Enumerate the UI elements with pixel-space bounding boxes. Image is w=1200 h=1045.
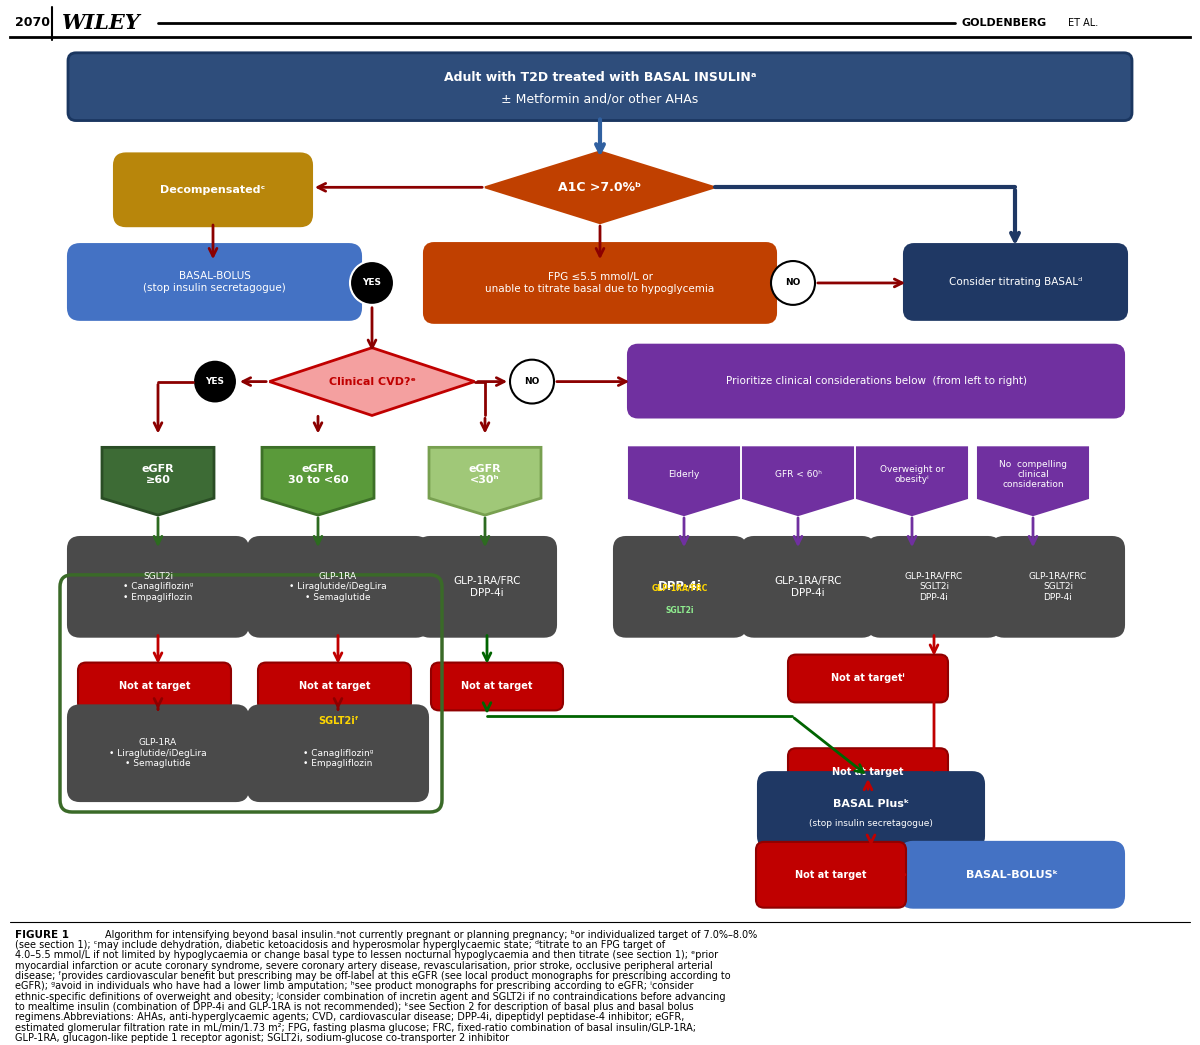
Polygon shape (743, 447, 853, 515)
Text: eGFR
<30ʰ: eGFR <30ʰ (469, 464, 502, 485)
Text: ethnic-specific definitions of overweight and obesity; ʲconsider combination of : ethnic-specific definitions of overweigh… (14, 992, 726, 1002)
Text: 4.0–5.5 mmol/L if not limited by hypoglycaemia or change basal type to lessen no: 4.0–5.5 mmol/L if not limited by hypogly… (14, 950, 718, 960)
Polygon shape (428, 447, 541, 515)
Text: BASAL-BOLUSᵏ: BASAL-BOLUSᵏ (966, 869, 1058, 880)
Text: DPP-4i: DPP-4i (658, 580, 702, 594)
FancyBboxPatch shape (904, 245, 1127, 320)
FancyBboxPatch shape (901, 842, 1124, 908)
Text: SGLT2iᶠ: SGLT2iᶠ (318, 716, 358, 726)
Text: GLP-1RA/FRC
DPP-4i: GLP-1RA/FRC DPP-4i (774, 576, 841, 598)
Polygon shape (485, 152, 715, 224)
FancyBboxPatch shape (114, 154, 312, 226)
Text: (see section 1); ᶜmay include dehydration, diabetic ketoacidosis and hyperosmola: (see section 1); ᶜmay include dehydratio… (14, 939, 665, 950)
FancyBboxPatch shape (628, 345, 1124, 417)
Text: NO: NO (524, 377, 540, 386)
Text: Elderly: Elderly (668, 470, 700, 479)
Text: BASAL Plusᵏ: BASAL Plusᵏ (833, 799, 910, 809)
FancyBboxPatch shape (788, 748, 948, 796)
Text: GLP-1RA/FRC
SGLT2i
DPP-4i: GLP-1RA/FRC SGLT2i DPP-4i (1028, 572, 1087, 602)
Text: No  compelling
clinical
consideration: No compelling clinical consideration (998, 460, 1067, 489)
Text: GLP-1RA, glucagon-like peptide 1 receptor agonist; SGLT2i, sodium-glucose co-tra: GLP-1RA, glucagon-like peptide 1 recepto… (14, 1034, 509, 1043)
Text: A1C >7.0%ᵇ: A1C >7.0%ᵇ (558, 181, 642, 193)
Text: Not at target: Not at target (461, 681, 533, 692)
Text: Not at target: Not at target (299, 681, 371, 692)
Text: 2070: 2070 (14, 17, 50, 29)
FancyBboxPatch shape (248, 705, 428, 802)
Text: GOLDENBERG: GOLDENBERG (962, 18, 1048, 28)
Polygon shape (629, 447, 739, 515)
Text: • Canagliflozinᵍ
• Empagliflozin: • Canagliflozinᵍ • Empagliflozin (302, 739, 373, 768)
Text: ± Metformin and/or other AHAs: ± Metformin and/or other AHAs (502, 92, 698, 106)
Text: GFR < 60ʰ: GFR < 60ʰ (774, 470, 822, 479)
Polygon shape (270, 348, 474, 416)
FancyBboxPatch shape (68, 53, 1132, 120)
Text: GLP-1RA/FRC: GLP-1RA/FRC (652, 583, 708, 593)
Text: Decompensatedᶜ: Decompensatedᶜ (161, 185, 265, 194)
Text: Consider titrating BASALᵈ: Consider titrating BASALᵈ (949, 277, 1082, 287)
Text: myocardial infarction or acute coronary syndrome, severe coronary artery disease: myocardial infarction or acute coronary … (14, 960, 713, 971)
Circle shape (772, 261, 815, 305)
FancyBboxPatch shape (992, 537, 1124, 636)
Text: GLP-1RA/FRC
SGLT2i
DPP-4i: GLP-1RA/FRC SGLT2i DPP-4i (905, 572, 964, 602)
Polygon shape (857, 447, 967, 515)
FancyBboxPatch shape (68, 537, 248, 636)
Text: SGLT2i: SGLT2i (666, 606, 695, 616)
Polygon shape (262, 447, 374, 515)
Text: ET AL.: ET AL. (1068, 18, 1098, 28)
Text: eGFR
≥60: eGFR ≥60 (142, 464, 174, 485)
Text: estimated glomerular filtration rate in mL/min/1.73 m²; FPG, fasting plasma gluc: estimated glomerular filtration rate in … (14, 1023, 696, 1032)
Text: YES: YES (362, 278, 382, 287)
FancyBboxPatch shape (248, 537, 428, 636)
Text: Overweight or
obesityⁱ: Overweight or obesityⁱ (880, 465, 944, 484)
Circle shape (510, 359, 554, 403)
Text: FPG ≤5.5 mmol/L or
unable to titrate basal due to hypoglycemia: FPG ≤5.5 mmol/L or unable to titrate bas… (485, 272, 715, 294)
Text: NO: NO (785, 278, 800, 287)
Text: (stop insulin secretagogue): (stop insulin secretagogue) (809, 819, 932, 829)
FancyBboxPatch shape (614, 537, 746, 636)
Text: FIGURE 1: FIGURE 1 (14, 930, 70, 939)
Text: Prioritize clinical considerations below  (from left to right): Prioritize clinical considerations below… (726, 376, 1026, 386)
FancyBboxPatch shape (788, 654, 948, 702)
FancyBboxPatch shape (424, 243, 776, 323)
Polygon shape (978, 447, 1088, 515)
Text: GLP-1RA
• Liraglutide/iDegLira
• Semaglutide: GLP-1RA • Liraglutide/iDegLira • Semaglu… (289, 572, 386, 602)
Text: GLP-1RA/FRC
DPP-4i: GLP-1RA/FRC DPP-4i (454, 576, 521, 598)
Text: BASAL-BOLUS
(stop insulin secretagogue): BASAL-BOLUS (stop insulin secretagogue) (143, 271, 286, 293)
Text: WILEY: WILEY (62, 13, 140, 32)
FancyBboxPatch shape (68, 245, 361, 320)
FancyBboxPatch shape (868, 537, 1000, 636)
Text: to mealtime insulin (combination of DPP-4i and GLP-1RA is not recommended); ᵏsee: to mealtime insulin (combination of DPP-… (14, 1002, 694, 1013)
Text: YES: YES (205, 377, 224, 386)
Text: eGFR); ᵍavoid in individuals who have had a lower limb amputation; ʰsee product : eGFR); ᵍavoid in individuals who have ha… (14, 981, 694, 992)
Circle shape (350, 261, 394, 305)
FancyBboxPatch shape (78, 663, 230, 711)
Text: SGLT2i
• Canagliflozinᵍ
• Empagliflozin: SGLT2i • Canagliflozinᵍ • Empagliflozin (122, 572, 193, 602)
Polygon shape (102, 447, 214, 515)
FancyBboxPatch shape (68, 705, 248, 802)
FancyBboxPatch shape (418, 537, 556, 636)
FancyBboxPatch shape (742, 537, 874, 636)
Text: Clinical CVD?ᵉ: Clinical CVD?ᵉ (329, 376, 415, 387)
FancyBboxPatch shape (758, 772, 984, 847)
FancyBboxPatch shape (258, 663, 412, 711)
Text: disease; ᶠprovides cardiovascular benefit but prescribing may be off-label at th: disease; ᶠprovides cardiovascular benefi… (14, 971, 731, 981)
Text: eGFR
30 to <60: eGFR 30 to <60 (288, 464, 348, 485)
Text: GLP-1RA
• Liraglutide/iDegLira
• Semaglutide: GLP-1RA • Liraglutide/iDegLira • Semaglu… (109, 739, 206, 768)
Text: Adult with T2D treated with BASAL INSULINᵃ: Adult with T2D treated with BASAL INSULI… (444, 71, 756, 85)
Text: Not at targetⁱ: Not at targetⁱ (832, 673, 905, 683)
Circle shape (193, 359, 238, 403)
Text: Algorithm for intensifying beyond basal insulin.ᵃnot currently pregnant or plann: Algorithm for intensifying beyond basal … (106, 930, 757, 939)
Text: Not at target: Not at target (833, 767, 904, 777)
Text: Not at target: Not at target (796, 869, 866, 880)
FancyBboxPatch shape (756, 842, 906, 908)
Text: regimens.Abbreviations: AHAs, anti-hyperglycaemic agents; CVD, cardiovascular di: regimens.Abbreviations: AHAs, anti-hyper… (14, 1013, 684, 1022)
Text: Not at target: Not at target (119, 681, 191, 692)
FancyBboxPatch shape (431, 663, 563, 711)
